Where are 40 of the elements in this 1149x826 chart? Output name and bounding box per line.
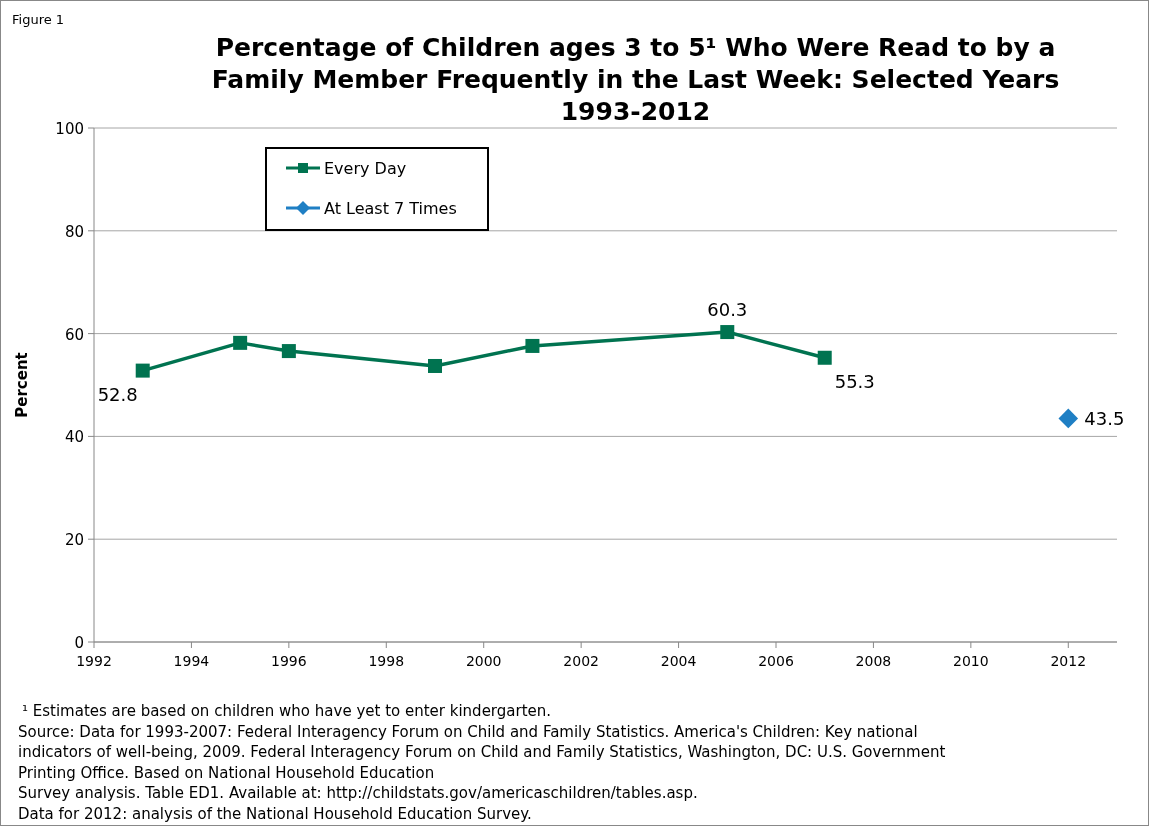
point <box>428 358 442 373</box>
legend-label: At Least 7 Times <box>324 199 457 218</box>
x-tick-label: 1998 <box>368 653 405 669</box>
point <box>135 363 150 378</box>
y-tick-label: 40 <box>64 428 84 447</box>
x-tick-label: 2006 <box>758 653 794 669</box>
y-tick-label: 80 <box>64 222 84 241</box>
point <box>1058 408 1079 429</box>
x-tick-label: 2000 <box>465 653 502 669</box>
source-note: Source: Data for 1993-2007: Federal Interagency Forum on Child and Family Statistics. America's Children: Key national <box>18 722 918 741</box>
point <box>233 335 248 350</box>
point <box>281 344 296 359</box>
y-axis-title: Percent <box>13 352 31 418</box>
point <box>525 338 540 353</box>
caption: Figure 1 <box>12 12 65 27</box>
x-tick-label: 1996 <box>271 653 307 669</box>
x-tick-label: 1994 <box>173 653 210 669</box>
x-tick-label: 2010 <box>953 653 989 669</box>
y-tick-label: 60 <box>64 325 84 344</box>
text: Data for 2012: analysis of the National Household Education Survey. <box>18 804 532 823</box>
data-label: 60.3 <box>707 299 748 321</box>
point <box>817 350 832 365</box>
y-tick-label: 20 <box>64 531 84 550</box>
y-tick-label: 100 <box>55 120 84 138</box>
x-tick-label: 2002 <box>563 653 599 669</box>
text: indicators of well-being, 2009. Federal Interagency Forum on Child and Family Statistics, Washington, DC: U.S. Government <box>18 743 946 761</box>
x-tick-label: 2004 <box>660 653 697 669</box>
point <box>720 325 735 340</box>
text: Printing Office. Based on National Household Education <box>18 763 435 782</box>
legend-label: Every Day <box>324 159 407 178</box>
text: ¹ Estimates are based on children who have yet to enter kindergarten. <box>22 702 552 720</box>
x-tick-label: 2008 <box>855 653 892 669</box>
y-tick-label: 0 <box>74 634 84 652</box>
text: Survey analysis. Table ED1. Available at: http://childstats.gov/americaschildren/tables.asp. <box>18 784 698 802</box>
x-tick-label: 2012 <box>1050 653 1087 669</box>
data-label: 43.5 <box>1084 408 1125 430</box>
chart-title: Percentage of Children ages 3 to 5¹ Who Were Read to by a Family Member Frequently in the Last Week: Selected Years 1993-2012 <box>211 33 1060 126</box>
data-label: 55.3 <box>834 370 875 392</box>
x-tick-label: 1992 <box>76 653 112 669</box>
data-label: 52.8 <box>97 383 138 405</box>
